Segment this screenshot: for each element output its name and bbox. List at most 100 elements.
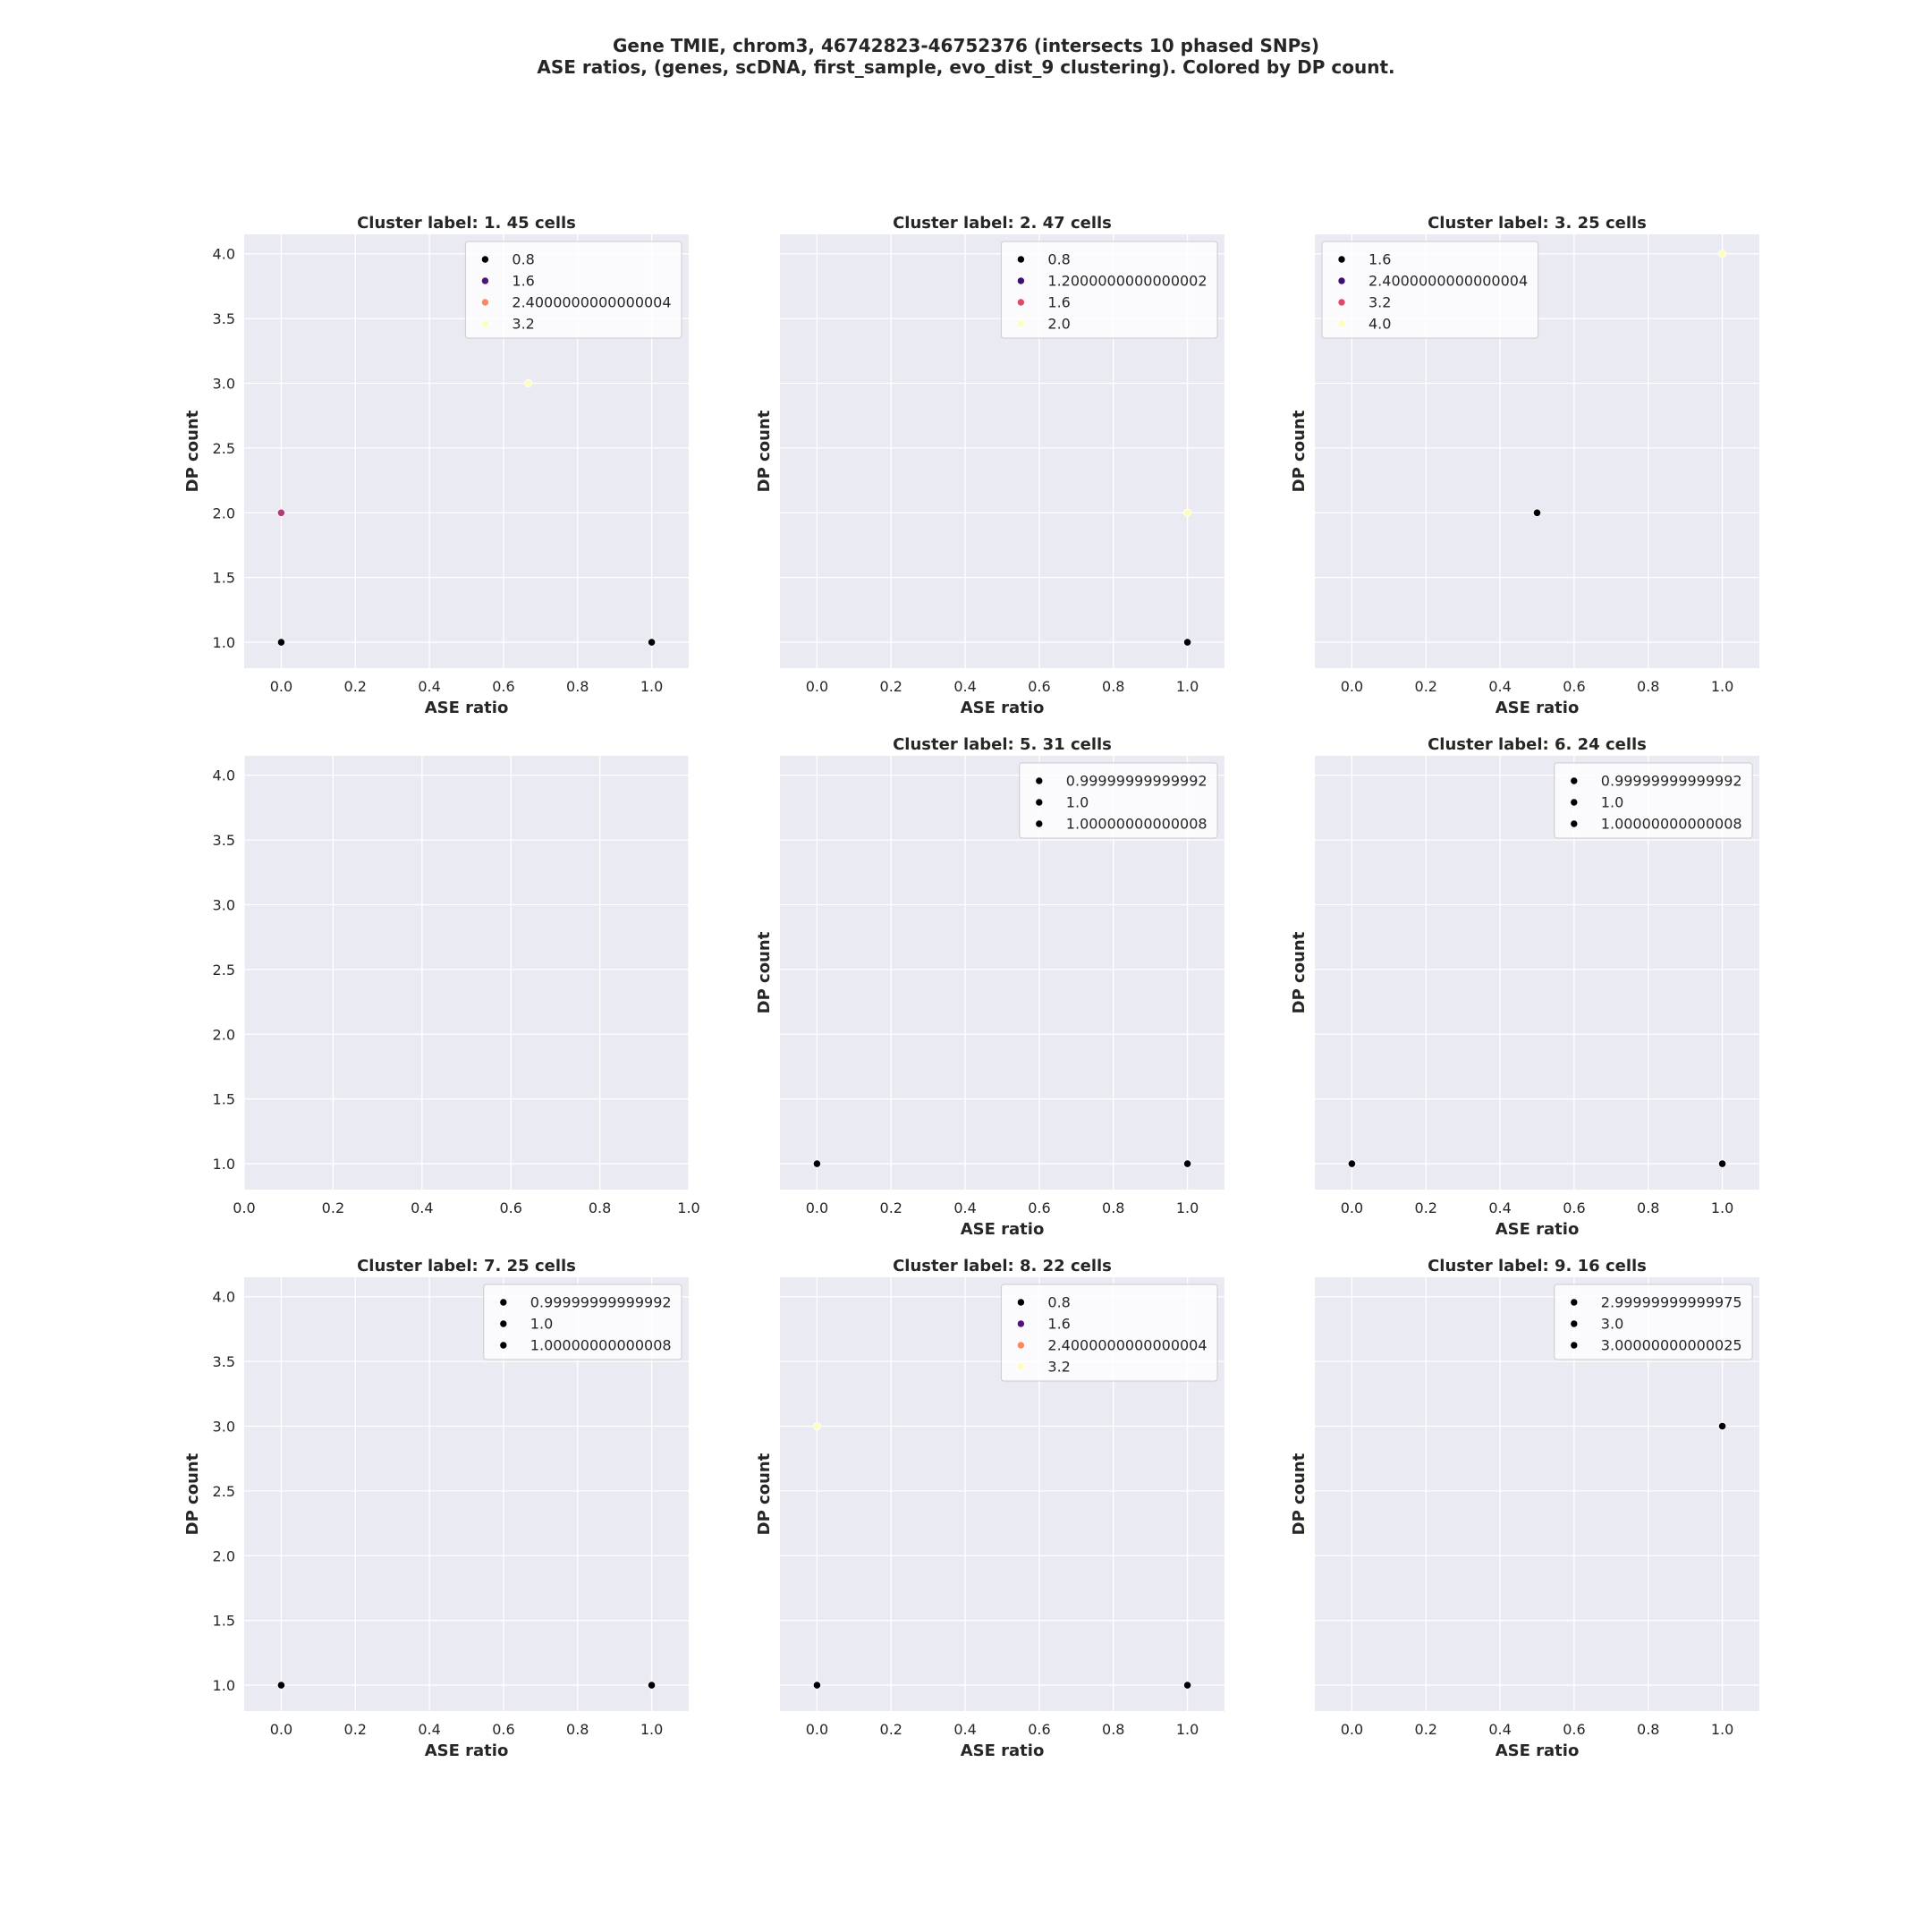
y-axis-label: DP count	[755, 410, 774, 492]
legend-label: 2.0	[1047, 316, 1070, 333]
x-tick-label: 0.4	[953, 1199, 976, 1216]
legend-label: 1.00000000000008	[530, 1337, 672, 1354]
legend-marker	[1017, 298, 1025, 307]
x-axis-label: ASE ratio	[425, 699, 509, 717]
panel-7: 0.0 0.2 0.4 0.6 0.8 1.0 1.0 1.5 2.0 2.5 3.0 3.5 4.0 C…	[183, 1257, 689, 1760]
data-point	[1182, 638, 1192, 647]
y-tick-label: 3.0	[213, 896, 235, 913]
legend-box	[1019, 762, 1218, 839]
legend-marker	[481, 276, 489, 285]
y-tick-label: 1.0	[213, 1677, 235, 1694]
legend-label: 2.99999999999975	[1601, 1294, 1742, 1311]
legend-label: 1.0	[1601, 794, 1623, 811]
legend-label: 1.6	[512, 273, 534, 290]
x-tick-label: 0.8	[566, 678, 589, 695]
legend-marker	[1570, 1298, 1579, 1307]
x-tick-label: 0.0	[806, 1199, 828, 1216]
y-tick-label: 2.0	[213, 1547, 235, 1564]
legend-marker	[1570, 1319, 1579, 1328]
panel-8: 0.0 0.2 0.4 0.6 0.8 1.0 Cluster label: 8. 22 c…	[755, 1257, 1224, 1760]
legend-marker	[1017, 1341, 1025, 1350]
data-point	[1717, 1159, 1727, 1168]
x-tick-label: 1.0	[640, 678, 663, 695]
x-tick-label: 0.0	[1341, 1721, 1363, 1738]
x-axis-label: ASE ratio	[961, 1741, 1045, 1760]
y-tick-label: 2.5	[213, 1483, 235, 1500]
x-tick-label: 0.2	[344, 678, 367, 695]
x-tick-label: 0.6	[499, 1199, 521, 1216]
legend-marker	[1570, 1341, 1579, 1350]
x-tick-label: 1.0	[1711, 678, 1733, 695]
panel-title: Cluster label: 7. 25 cells	[357, 1257, 576, 1275]
legend-label: 1.6	[1047, 1316, 1070, 1333]
panel-title: Cluster label: 5. 31 cells	[893, 735, 1112, 754]
x-tick-label: 0.6	[1563, 1721, 1585, 1738]
x-tick-label: 0.8	[1102, 1199, 1124, 1216]
x-tick-label: 0.4	[418, 1721, 440, 1738]
y-tick-label: 2.5	[213, 962, 235, 979]
x-axis-label: ASE ratio	[425, 1741, 509, 1760]
legend-label: 3.2	[1047, 1359, 1070, 1376]
legend-box	[1554, 1284, 1753, 1360]
data-point	[812, 1681, 822, 1690]
legend-marker	[481, 319, 489, 328]
legend-marker	[499, 1319, 508, 1328]
x-tick-label: 0.4	[1488, 678, 1511, 695]
x-tick-label: 0.6	[492, 678, 514, 695]
legend: 0.99999999999992 1.0 1.00000000000008	[483, 1284, 682, 1360]
legend-box	[464, 241, 682, 339]
x-tick-label: 0.2	[322, 1199, 344, 1216]
legend-label: 1.00000000000008	[1066, 816, 1208, 833]
legend: 0.99999999999992 1.0 1.00000000000008	[1019, 762, 1218, 839]
panel-title: Cluster label: 9. 16 cells	[1428, 1257, 1647, 1275]
panel-9: 0.0 0.2 0.4 0.6 0.8 1.0 Cluster label: 9. 16 c…	[1290, 1257, 1759, 1760]
legend-label: 2.4000000000000004	[1368, 273, 1528, 290]
legend-label: 3.00000000000025	[1601, 1337, 1742, 1354]
y-tick-label: 3.5	[213, 1353, 235, 1370]
data-point	[1347, 1159, 1357, 1168]
legend-marker	[1035, 798, 1044, 807]
x-tick-label: 0.4	[1488, 1721, 1511, 1738]
x-tick-label: 1.0	[1176, 1721, 1199, 1738]
legend-marker	[1337, 276, 1346, 285]
y-tick-label: 4.0	[213, 246, 235, 263]
legend-marker	[1570, 776, 1579, 785]
legend-label: 0.8	[512, 251, 534, 268]
y-axis-label: DP count	[1290, 410, 1309, 492]
x-tick-label: 1.0	[677, 1199, 699, 1216]
x-tick-label: 0.8	[1102, 678, 1124, 695]
y-tick-label: 1.0	[213, 634, 235, 651]
y-tick-label: 3.0	[213, 375, 235, 392]
x-tick-label: 0.6	[1028, 678, 1050, 695]
x-tick-label: 0.6	[1563, 678, 1585, 695]
x-tick-label: 0.0	[1341, 1199, 1363, 1216]
legend-label: 0.99999999999992	[1066, 773, 1208, 790]
y-axis-label: DP count	[1290, 931, 1309, 1013]
x-tick-label: 0.6	[1028, 1721, 1050, 1738]
x-tick-label: 0.4	[411, 1199, 433, 1216]
y-axis-label: DP count	[755, 931, 774, 1013]
legend-marker	[1017, 276, 1025, 285]
data-point	[1182, 508, 1192, 517]
data-point	[1182, 1159, 1192, 1168]
x-tick-label: 0.2	[1415, 1199, 1437, 1216]
y-tick-label: 2.0	[213, 504, 235, 521]
data-point	[647, 1681, 657, 1690]
x-tick-label: 0.2	[880, 678, 902, 695]
legend-label: 2.4000000000000004	[512, 294, 671, 311]
x-tick-label: 0.8	[1637, 1721, 1659, 1738]
legend-marker	[1017, 1298, 1025, 1307]
legend: 0.8 1.6 2.4000000000000004 3.2	[1000, 1284, 1218, 1382]
legend-marker	[1035, 776, 1044, 785]
legend: 0.8 1.6 2.4000000000000004 3.2	[464, 241, 682, 339]
panel-6: 0.0 0.2 0.4 0.6 0.8 1.0 Cluster label: 6. 24 c…	[1290, 735, 1759, 1239]
legend-marker	[481, 298, 489, 307]
panel-2: 0.0 0.2 0.4 0.6 0.8 1.0 Cluster label: 2. 47 c…	[755, 214, 1224, 717]
legend-label: 1.0	[530, 1316, 553, 1333]
x-tick-label: 0.8	[1102, 1721, 1124, 1738]
x-tick-label: 1.0	[1711, 1721, 1733, 1738]
x-tick-label: 0.2	[1415, 1721, 1437, 1738]
legend-marker	[1017, 1319, 1025, 1328]
data-point	[812, 1421, 822, 1431]
